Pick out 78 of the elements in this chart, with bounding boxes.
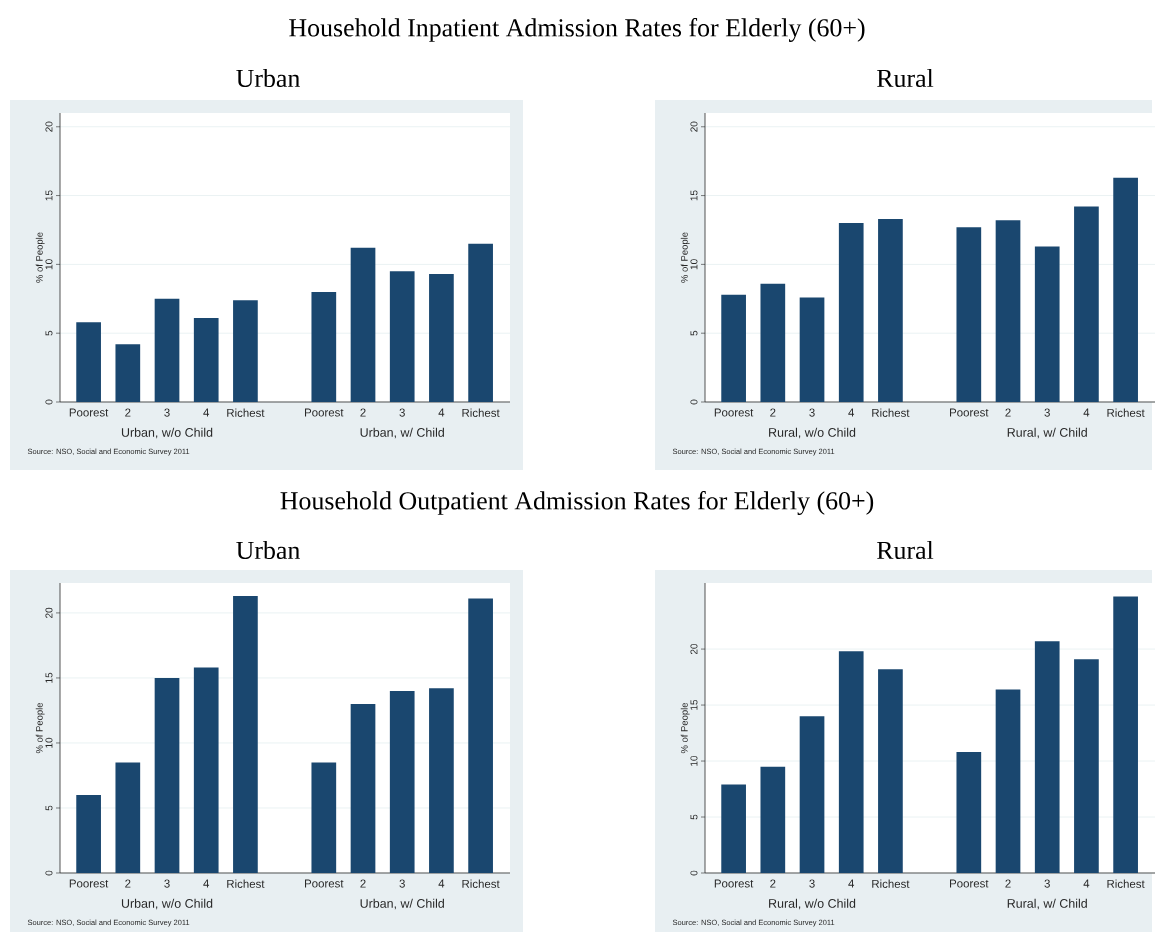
x-tick-label: 2 [770, 408, 776, 417]
y-tick-label: 0 [690, 870, 698, 876]
x-tick-label: 4 [438, 879, 445, 888]
x-tick-label: Poorest [305, 408, 344, 417]
x-tick-label: Poorest [714, 879, 754, 888]
x-tick-label: Poorest [305, 879, 344, 888]
y-axis-title: % of People [35, 702, 45, 754]
x-tick-label: Richest [1107, 879, 1145, 888]
y-tick-label: 20 [690, 121, 698, 132]
text: Rural, w/ Child [1007, 898, 1087, 910]
text: Rural, w/o Child [769, 898, 856, 910]
x-tick-label: Poorest [714, 408, 754, 417]
x-tick-label: 4 [848, 879, 855, 888]
text: Urban, w/o Child [121, 427, 213, 439]
text: Urban, w/ Child [360, 427, 444, 439]
y-axis-title: % of People [680, 232, 690, 283]
y-tick-label: 15 [45, 190, 53, 201]
x-tick-label: Poorest [950, 408, 989, 417]
chart-subtitle: Urban [236, 540, 300, 560]
x-tick-label: 4 [203, 408, 210, 417]
x-tick-label: 4 [203, 879, 210, 888]
chart-subtitle: Urban [236, 68, 300, 88]
y-tick-label: 10 [690, 259, 698, 270]
text: Urban, w/o Child [121, 898, 213, 910]
x-tick-label: 4 [1083, 408, 1090, 417]
x-tick-label: Richest [1107, 408, 1145, 417]
y-tick-label: 0 [45, 870, 53, 876]
chart-subtitle: Rural [876, 68, 934, 88]
y-tick-label: 15 [690, 190, 698, 201]
x-tick-label: Richest [462, 879, 500, 888]
x-tick-label: 2 [770, 879, 776, 888]
x-tick-label: Richest [227, 879, 265, 888]
x-tick-label: 2 [1005, 879, 1011, 888]
x-tick-label: 3 [399, 408, 405, 417]
x-tick-label: 3 [399, 879, 405, 888]
y-axis-title: % of People [680, 702, 690, 754]
x-tick-label: Poorest [69, 879, 109, 888]
y-tick-label: 15 [45, 672, 53, 683]
x-tick-label: 4 [438, 408, 445, 417]
y-axis-title: % of People [35, 232, 45, 283]
text: Household Outpatient Admission Rates for Elderly (60+) [280, 491, 874, 515]
y-tick-label: 0 [690, 399, 698, 405]
x-tick-label: Richest [872, 408, 910, 417]
chart-subtitle: Rural [876, 540, 934, 560]
y-tick-label: 20 [45, 607, 53, 618]
x-tick-label: 3 [1044, 879, 1050, 888]
y-tick-label: 10 [45, 259, 53, 270]
text: Rural, w/ Child [1007, 427, 1087, 439]
x-tick-label: Richest [872, 879, 910, 888]
x-tick-label: 2 [360, 879, 366, 888]
x-tick-label: Poorest [69, 408, 109, 417]
y-tick-label: 0 [45, 399, 53, 405]
x-tick-label: 2 [1005, 408, 1011, 417]
x-tick-label: 2 [125, 408, 131, 417]
x-tick-label: 4 [848, 408, 855, 417]
y-tick-label: 5 [45, 330, 53, 336]
x-tick-label: Richest [462, 408, 500, 417]
y-tick-label: 15 [690, 699, 698, 710]
x-tick-label: 3 [164, 879, 170, 888]
x-tick-label: 3 [809, 408, 815, 417]
y-tick-label: 10 [690, 755, 698, 766]
text: Rural, w/o Child [769, 427, 856, 439]
x-tick-label: 3 [1044, 408, 1050, 417]
x-tick-label: 2 [360, 408, 366, 417]
y-tick-label: 20 [690, 643, 698, 655]
text: Household Inpatient Admission Rates for Elderly (60+) [289, 18, 865, 42]
text: Urban, w/ Child [360, 898, 444, 910]
x-tick-label: Richest [227, 408, 265, 417]
y-tick-label: 5 [45, 805, 53, 811]
y-tick-label: 5 [690, 814, 698, 820]
x-tick-label: 2 [125, 879, 131, 888]
x-tick-label: 3 [164, 408, 170, 417]
y-tick-label: 5 [690, 330, 698, 336]
x-tick-label: 4 [1083, 879, 1090, 888]
x-tick-label: Poorest [950, 879, 989, 888]
y-tick-label: 20 [45, 121, 53, 132]
x-tick-label: 3 [809, 879, 815, 888]
y-tick-label: 10 [45, 737, 53, 748]
